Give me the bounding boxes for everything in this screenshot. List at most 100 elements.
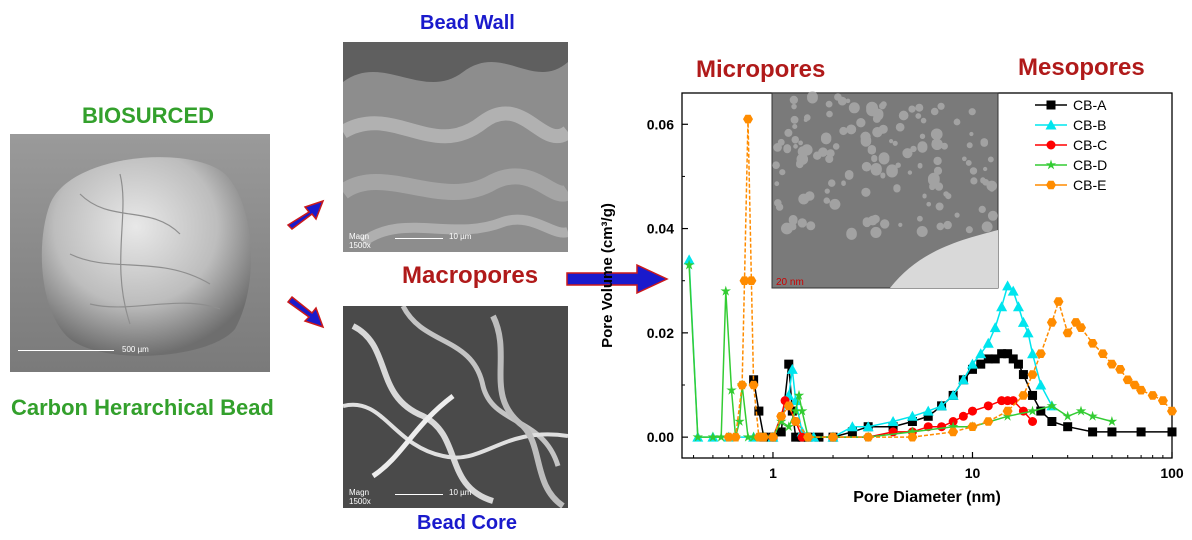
carbon-bead-sem-image: 500 µm <box>10 134 270 372</box>
data-point <box>1115 365 1126 374</box>
legend-marker <box>1046 140 1056 150</box>
x-tick-label: 10 <box>965 465 981 481</box>
data-point <box>967 364 977 374</box>
data-point <box>888 422 898 432</box>
data-point <box>1076 323 1086 332</box>
data-point <box>907 432 918 442</box>
data-point <box>997 349 1007 359</box>
data-point <box>863 432 874 442</box>
data-point <box>1062 328 1073 338</box>
data-point <box>957 374 969 385</box>
data-point <box>1002 280 1014 291</box>
chart-legend: CB-A CB-B CB-C CB-D CB-E <box>1035 97 1107 193</box>
legend-marker <box>1045 119 1057 130</box>
data-point <box>783 401 794 411</box>
data-point <box>976 359 986 369</box>
data-point <box>1167 406 1177 416</box>
bead-wall-texture <box>343 42 568 252</box>
data-point <box>1035 379 1047 390</box>
y-axis-label: Pore Volume (cm³/g) <box>599 203 616 348</box>
data-point <box>1027 405 1038 416</box>
data-point <box>1002 410 1013 421</box>
bead-core-texture <box>343 306 568 508</box>
data-point <box>982 337 994 348</box>
data-point <box>887 416 899 426</box>
y-tick-label: 0.06 <box>647 116 674 132</box>
data-point <box>1157 396 1168 405</box>
data-point <box>828 432 838 442</box>
data-point <box>692 431 703 442</box>
data-point <box>1062 410 1073 421</box>
y-tick-label: 0.00 <box>647 429 674 445</box>
data-point <box>1003 349 1013 359</box>
data-point <box>758 432 769 442</box>
data-point <box>723 432 734 442</box>
legend-marker <box>1045 159 1057 170</box>
data-point <box>737 380 748 390</box>
legend-item: CB-D <box>1035 157 1107 173</box>
data-point <box>1106 359 1117 369</box>
data-point <box>922 405 934 416</box>
data-point <box>958 411 968 421</box>
data-point <box>784 359 794 369</box>
x-axis-label: Pore Diameter (nm) <box>853 489 1001 506</box>
legend-label: CB-C <box>1073 137 1107 153</box>
data-point <box>983 401 993 411</box>
data-point <box>983 354 993 364</box>
wall-scale-bar <box>395 238 443 239</box>
data-point <box>948 427 959 437</box>
data-point <box>1018 391 1029 400</box>
data-point <box>1122 375 1133 385</box>
legend-item: CB-A <box>1035 97 1107 113</box>
data-point <box>1022 327 1034 338</box>
wall-scale-label: 10 µm <box>449 232 472 241</box>
data-point <box>847 427 857 437</box>
data-point <box>1007 285 1019 296</box>
data-point <box>906 410 918 421</box>
data-point <box>1063 422 1073 432</box>
data-point <box>715 431 727 442</box>
data-point <box>1075 405 1087 416</box>
data-point <box>746 276 757 285</box>
bead-illustration <box>10 134 270 372</box>
data-point <box>790 417 801 426</box>
data-point <box>742 431 754 442</box>
data-point <box>947 421 959 432</box>
data-point <box>990 354 1000 364</box>
data-point <box>1147 391 1158 400</box>
data-point <box>776 427 786 437</box>
legend-item: CB-C <box>1035 137 1107 153</box>
legend-marker <box>1046 100 1056 110</box>
data-point <box>983 417 994 426</box>
mesopores-label: Mesopores <box>1018 54 1145 81</box>
data-point <box>707 431 719 442</box>
data-point <box>743 114 753 124</box>
data-point <box>846 421 858 432</box>
data-point <box>786 363 798 374</box>
tem-scale-label: 20 nm <box>776 277 804 288</box>
data-point <box>996 301 1008 312</box>
legend-label: CB-A <box>1073 97 1107 113</box>
data-point <box>1046 318 1057 327</box>
data-point <box>1017 316 1029 327</box>
tem-inset-image: 20 nm <box>771 91 999 289</box>
series-line <box>688 265 1113 438</box>
data-point <box>683 259 695 270</box>
core-scale-bar <box>395 494 443 495</box>
data-point <box>1018 370 1028 380</box>
data-point <box>1097 349 1108 358</box>
data-point <box>923 411 933 421</box>
pore-size-chart: 0.000.020.040.061 10 100 20 nm CB-ACB-BCB-… <box>599 91 1184 506</box>
core-scale-label: 10 µm <box>449 488 472 497</box>
data-point <box>1087 410 1098 421</box>
data-point <box>790 405 801 416</box>
data-point <box>749 375 759 385</box>
data-point <box>1046 400 1058 411</box>
data-point <box>734 416 745 426</box>
legend-label: CB-D <box>1073 157 1107 173</box>
data-point <box>907 417 917 426</box>
data-point <box>1002 406 1013 416</box>
data-point <box>793 389 805 400</box>
data-point <box>796 405 808 416</box>
data-point <box>1088 427 1098 437</box>
